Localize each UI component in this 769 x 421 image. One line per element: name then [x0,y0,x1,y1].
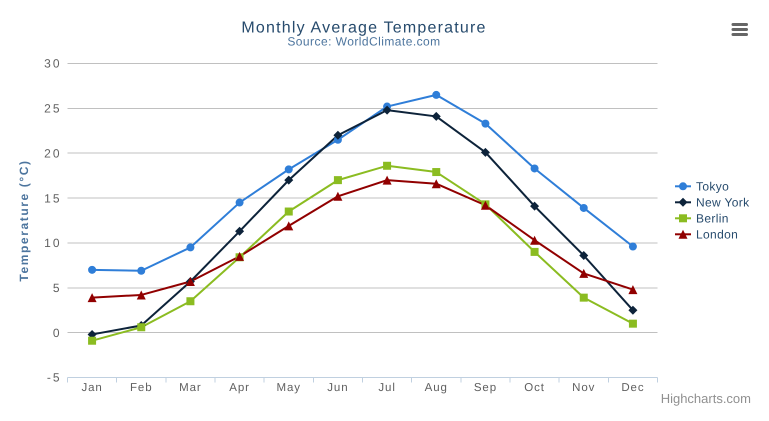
svg-text:Jan: Jan [81,382,102,394]
svg-text:May: May [277,382,301,394]
svg-text:London: London [696,228,738,242]
svg-text:Jun: Jun [327,382,348,394]
svg-text:Dec: Dec [621,382,644,394]
svg-text:Feb: Feb [130,382,153,394]
svg-text:-5: -5 [47,371,62,385]
svg-text:30: 30 [44,57,61,71]
svg-text:Temperature (°C): Temperature (°C) [17,159,31,281]
svg-text:Aug: Aug [425,382,448,394]
svg-text:Oct: Oct [524,382,545,394]
svg-text:Sep: Sep [474,382,497,394]
svg-text:20: 20 [44,146,61,160]
svg-text:Highcharts.com: Highcharts.com [661,391,751,406]
svg-text:Tokyo: Tokyo [696,180,729,194]
svg-text:5: 5 [53,281,62,295]
svg-text:10: 10 [44,236,61,250]
svg-text:Nov: Nov [572,382,595,394]
svg-text:Source: WorldClimate.com: Source: WorldClimate.com [287,35,440,49]
svg-text:15: 15 [44,191,61,205]
svg-text:Mar: Mar [179,382,202,394]
svg-text:Jul: Jul [378,382,395,394]
svg-text:Apr: Apr [229,382,250,394]
svg-text:Monthly Average Temperature: Monthly Average Temperature [241,20,486,37]
svg-text:New York: New York [696,196,750,210]
svg-text:0: 0 [53,326,62,340]
svg-text:Berlin: Berlin [696,212,729,226]
svg-text:25: 25 [44,102,61,116]
